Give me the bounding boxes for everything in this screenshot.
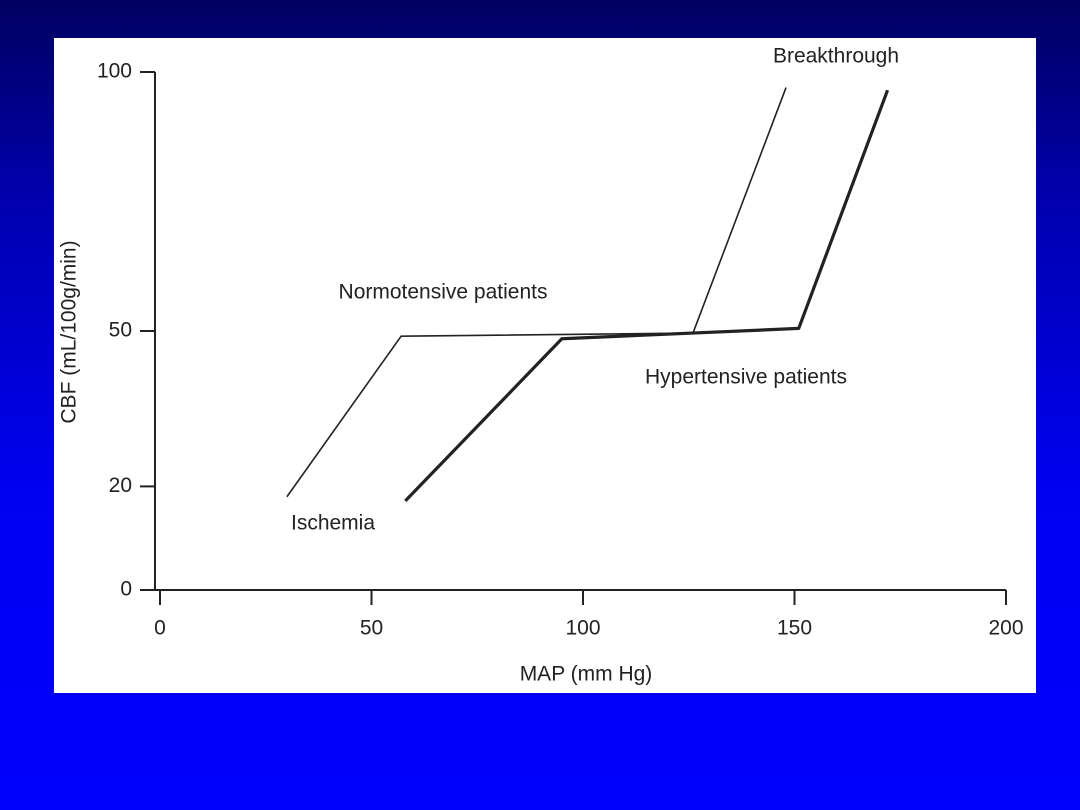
y-axis-label: CBF (mL/100g/min): [58, 240, 81, 423]
y-tick-label: 20: [109, 474, 132, 497]
y-tick-label: 50: [109, 319, 132, 342]
x-tick-label: 200: [988, 617, 1023, 640]
series-label: Normotensive patients: [339, 281, 548, 304]
x-tick-label: 150: [777, 617, 812, 640]
annotation: Breakthrough: [773, 45, 899, 68]
x-tick-label: 50: [360, 617, 383, 640]
series-line: [286, 87, 787, 498]
x-axis-label: MAP (mm Hg): [520, 663, 653, 686]
x-tick-label: 100: [565, 617, 600, 640]
y-tick-label: 0: [120, 578, 132, 601]
annotation: Ischemia: [291, 512, 375, 535]
chart-panel: [54, 38, 1036, 693]
series-label: Hypertensive patients: [645, 366, 847, 389]
x-tick-label: 0: [154, 617, 166, 640]
series-line: [404, 89, 890, 503]
y-tick-label: 100: [97, 60, 132, 83]
